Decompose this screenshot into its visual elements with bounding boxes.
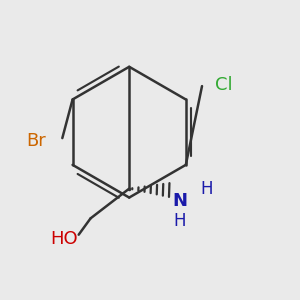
Text: Br: Br bbox=[26, 132, 46, 150]
Text: Cl: Cl bbox=[215, 76, 233, 94]
Text: N: N bbox=[172, 191, 187, 209]
Text: H: H bbox=[173, 212, 186, 230]
Text: H: H bbox=[200, 180, 213, 198]
Text: HO: HO bbox=[50, 230, 78, 248]
